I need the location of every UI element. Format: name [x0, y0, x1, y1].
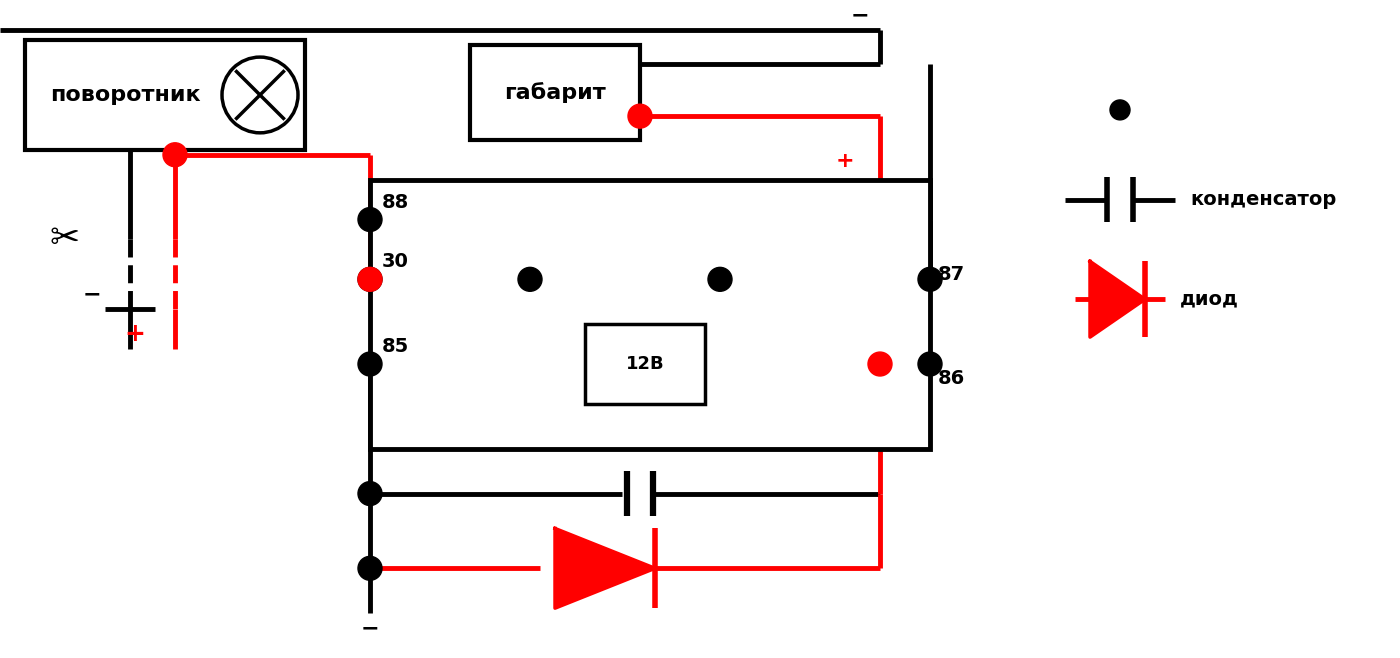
Text: −: −: [361, 618, 379, 638]
Circle shape: [358, 482, 382, 505]
Circle shape: [162, 143, 188, 166]
Polygon shape: [554, 528, 655, 608]
Bar: [25, 40, 305, 150]
Circle shape: [708, 267, 732, 291]
Text: +: +: [836, 151, 854, 171]
Circle shape: [223, 57, 298, 133]
Text: 86: 86: [938, 369, 965, 388]
Text: диод: диод: [1180, 290, 1239, 309]
Text: 88: 88: [382, 193, 409, 212]
Text: конденсатор: конденсатор: [1190, 190, 1336, 209]
Circle shape: [918, 352, 942, 376]
Text: +: +: [125, 322, 146, 346]
Text: 12В: 12В: [626, 355, 665, 373]
Text: поворотник: поворотник: [50, 85, 200, 105]
Circle shape: [868, 352, 892, 376]
Circle shape: [358, 267, 382, 291]
Text: габарит: габарит: [504, 82, 606, 103]
Circle shape: [629, 104, 652, 128]
Text: −: −: [851, 5, 869, 25]
Bar: [370, 180, 930, 449]
Text: 87: 87: [938, 265, 965, 284]
Bar: [470, 45, 640, 139]
Circle shape: [518, 267, 542, 291]
Circle shape: [358, 207, 382, 232]
Text: −: −: [83, 284, 101, 304]
Circle shape: [358, 352, 382, 376]
Circle shape: [1110, 100, 1130, 120]
Text: ✂: ✂: [50, 222, 80, 257]
Polygon shape: [1091, 261, 1145, 337]
Circle shape: [358, 557, 382, 580]
Circle shape: [918, 267, 942, 291]
Text: 30: 30: [382, 253, 409, 271]
Text: 85: 85: [382, 337, 409, 356]
Circle shape: [358, 267, 382, 291]
Bar: [585, 324, 706, 404]
